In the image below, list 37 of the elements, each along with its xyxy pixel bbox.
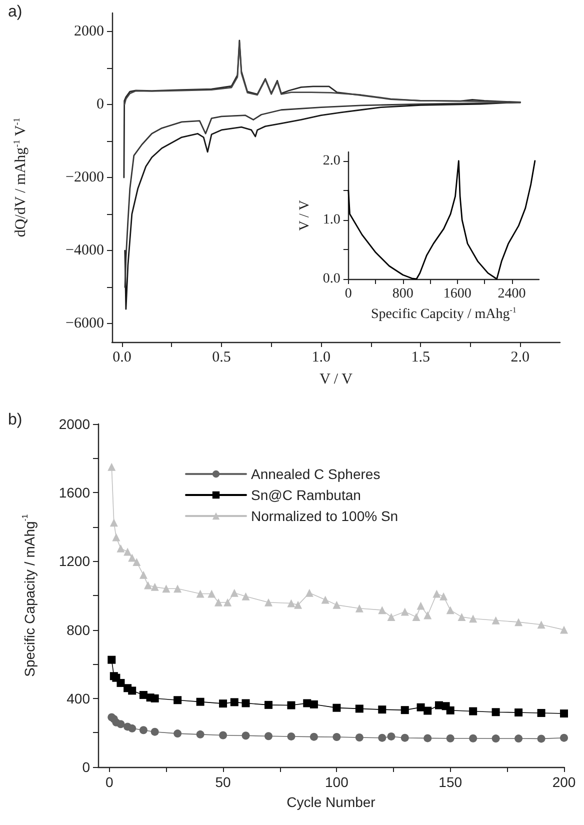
x-tick-label: 800 [392, 286, 414, 302]
y-tick-label: 1.0 [322, 212, 340, 228]
x-tick-label: 2.0 [510, 350, 530, 366]
y-tick-label: 1600 [58, 484, 90, 501]
x-tick-label: 1.5 [411, 350, 430, 366]
y-tick-label: −6000 [66, 316, 104, 332]
text: b) [8, 412, 22, 428]
x-tick-label: 150 [438, 774, 462, 790]
x-tick-label: 0.5 [212, 350, 231, 366]
y-tick-label: −4000 [66, 242, 104, 259]
legend-label: Annealed C Spheres [251, 466, 380, 482]
y-axis-title: dQ/dV / mAhg-1 V-1 [12, 118, 29, 238]
legend-label: Sn@C Rambutan [251, 487, 361, 503]
x-tick-label: 1600 [443, 286, 472, 302]
x-tick-label: 1.0 [312, 350, 330, 366]
y-tick-label: 2000 [58, 416, 90, 432]
y-tick-label: −2000 [66, 170, 104, 186]
y-tick-label: 0 [82, 759, 90, 775]
x-tick-label: 200 [552, 774, 576, 790]
legend-label: Normalized to 100% Sn [251, 508, 398, 524]
x-axis-title: V / V [320, 372, 353, 388]
x-axis-title: Cycle Number [286, 794, 376, 810]
x-tick-label: 0 [344, 286, 352, 302]
y-tick-label: 800 [66, 622, 90, 638]
y-tick-label: 2.0 [322, 153, 340, 168]
x-tick-label: 100 [325, 774, 349, 790]
y-tick-label: 1200 [58, 553, 90, 570]
y-tick-label: 400 [66, 690, 90, 706]
text: a) [8, 4, 22, 20]
y-axis-title: Specific Capacity / mAhg-1 [20, 514, 38, 677]
x-tick-label: 0.0 [112, 350, 132, 366]
y-axis-title: V / V [298, 200, 312, 231]
y-tick-label: 0 [96, 96, 104, 112]
x-tick-label: 2400 [498, 286, 526, 302]
y-tick-label: 2000 [74, 23, 104, 40]
x-tick-label: 50 [215, 774, 232, 790]
y-tick-label: 0.0 [322, 272, 340, 286]
